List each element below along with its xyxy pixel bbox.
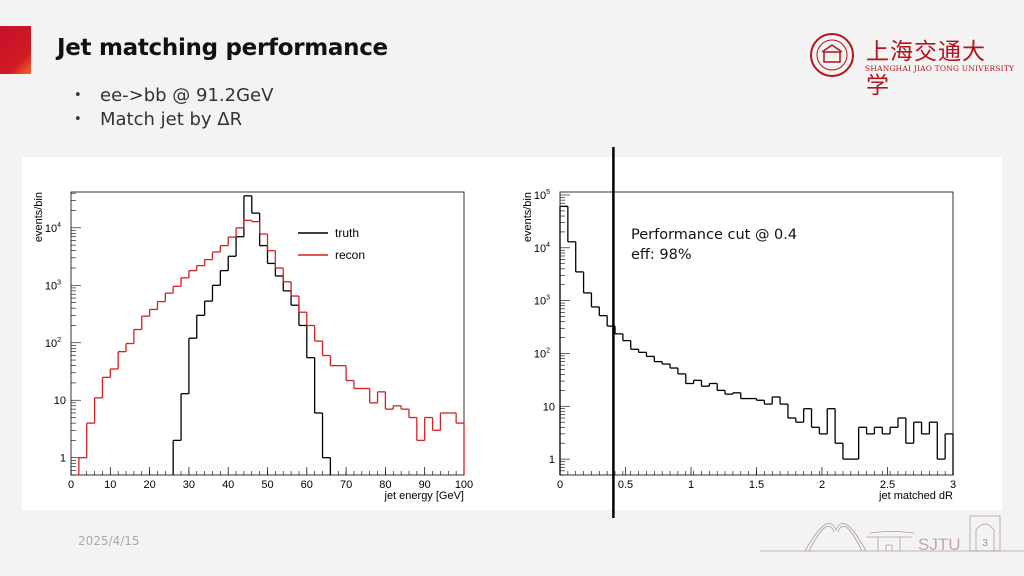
y-tick-label: 103 (45, 279, 61, 292)
series-recon (78, 219, 465, 475)
series-truth (172, 195, 332, 475)
y-tick-label: 1 (60, 453, 66, 465)
x-tick-label: 80 (379, 479, 391, 491)
page-number: 3 (982, 538, 988, 549)
y-tick-label: 102 (45, 337, 61, 350)
x-tick-label: 40 (222, 479, 234, 491)
y-tick-label: 104 (534, 242, 550, 255)
x-axis-label: jet energy [GeV] (384, 490, 465, 502)
logo-chinese-name: 上海交通大学 (866, 39, 986, 99)
x-tick-label: 100 (455, 479, 473, 491)
title-accent-bar (0, 26, 31, 74)
y-tick-label: 10 (54, 395, 66, 407)
annotation-text: Performance cut @ 0.4 (631, 227, 797, 243)
x-tick-label: 10 (104, 479, 116, 491)
annotation-text: eff: 98% (631, 247, 692, 263)
logo-english-name: SHANGHAI JIAO TONG UNIVERSITY (865, 64, 1015, 73)
y-tick-label: 1 (549, 454, 555, 466)
series-series0 (559, 205, 954, 475)
x-axis-label: jet matched dR (878, 490, 953, 502)
bullet-item: ee->bb @ 91.2GeV (74, 84, 273, 108)
x-tick-label: 1 (688, 479, 694, 491)
slide-date: 2025/4/15 (78, 534, 140, 548)
y-tick-label: 102 (534, 347, 550, 360)
x-tick-label: 60 (301, 479, 313, 491)
x-tick-label: 2.5 (880, 479, 895, 491)
legend-label-truth: truth (335, 226, 359, 240)
jet-dr-histogram: 0 0.5 1 1.5 2 2.5 3 1 10 102 103 104 105 jet matched … (522, 147, 956, 518)
x-tick-label: 3 (950, 479, 956, 491)
x-tick-label: 0 (68, 479, 74, 491)
x-tick-label: 2 (819, 479, 825, 491)
legend-label-recon: recon (335, 248, 365, 262)
x-tick-label: 50 (261, 479, 273, 491)
x-tick-label: 1.5 (749, 479, 764, 491)
bullet-list: ee->bb @ 91.2GeV Match jet by ΔR (74, 84, 273, 132)
x-tick-label: 0.5 (618, 479, 633, 491)
footer-skyline-decoration (760, 515, 1024, 552)
y-tick-label: 105 (534, 189, 550, 202)
bullet-item: Match jet by ΔR (74, 108, 273, 132)
y-tick-label: 104 (45, 222, 61, 235)
slide-title: Jet matching performance (57, 35, 388, 61)
x-tick-label: 90 (419, 479, 431, 491)
x-tick-label: 30 (183, 479, 195, 491)
x-tick-label: 0 (557, 479, 563, 491)
y-axis-label: events/bin (33, 192, 45, 242)
x-tick-label: 20 (143, 479, 155, 491)
university-seal-icon (810, 33, 854, 77)
footer-sjtu-mark: SJTU (918, 535, 961, 554)
chart-panel (22, 157, 1002, 510)
y-axis-label: events/bin (522, 192, 534, 242)
university-logo: 上海交通大学 SHANGHAI JIAO TONG UNIVERSITY (808, 32, 1014, 99)
y-tick-label: 103 (534, 295, 550, 308)
x-tick-label: 70 (340, 479, 352, 491)
y-tick-label: 10 (543, 401, 555, 413)
